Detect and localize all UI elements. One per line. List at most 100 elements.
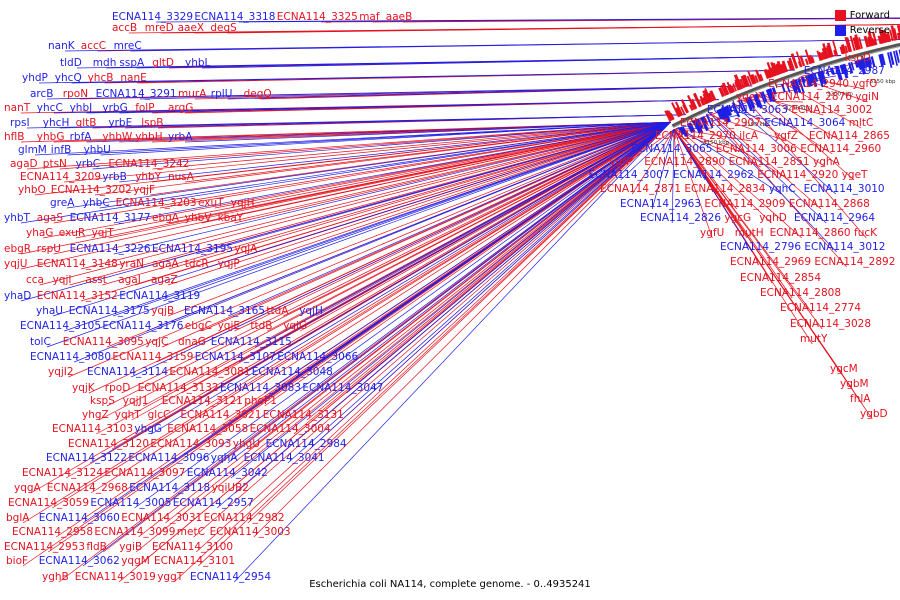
leader-line [227,121,671,464]
leader-line [74,121,671,363]
legend-forward: Forward [834,8,890,23]
leader-line [227,85,753,100]
gene-label: folP [135,102,154,114]
gene-label: agaD [10,158,38,170]
leader-line [139,85,753,100]
gene-label: rbfA [70,131,93,143]
gene-label: ECNA114_3114 [87,366,168,378]
leader-line [66,121,671,209]
leader-line [708,112,827,224]
gene-label: ECNA114_3131 [263,409,344,421]
reverse-feature [728,104,733,113]
gene-label: ECNA114_3059 [8,497,89,509]
leader-line [71,69,795,84]
leader-line [68,121,671,378]
gene-label: metC [177,526,205,538]
gene-label: dnaG [178,336,206,348]
gene-label: ECNA114_2982 [204,512,285,524]
leader-line [90,121,671,464]
leader-line [234,121,671,270]
leader-line [721,106,797,129]
reverse-feature [866,57,872,71]
forward-swatch [834,10,846,21]
gene-label: ECNA114_3065 [631,143,712,155]
reverse-feature [868,56,873,65]
gene-label: yqgM [121,555,150,567]
gene-label: yhcC [37,102,63,114]
leader-line [234,121,671,332]
gene-label: ECNA114_3010 [804,183,885,195]
reverse-feature [854,60,860,68]
gene-label: glmM [18,144,47,156]
gene-label: ECNA114_3060 [39,512,120,524]
gene-label: ygeY [736,91,762,103]
forward-feature [721,82,730,96]
reverse-feature [792,79,798,90]
leader-line [167,121,671,286]
tick-mark [690,118,694,124]
gene-label: ECNA114_2953 [4,541,85,553]
leader-line [20,121,671,270]
leader-line [621,129,675,168]
reverse-feature [830,67,836,76]
forward-feature [754,75,759,83]
reverse-feature [895,50,900,63]
gene-label: ECNA114_2968 [47,482,128,494]
reverse-feature [781,83,786,93]
leader-line [88,121,671,394]
forward-feature [833,49,838,57]
gene-label: ECNA114_2796 [720,241,801,253]
gene-label: ygbD [860,408,888,420]
gene-label: ECNA114_3242 [108,158,189,170]
gene-label: ECNA114_2963 [620,198,701,210]
leader-line [620,129,675,181]
leader-line [86,121,671,143]
forward-feature [763,68,770,80]
reverse-swatch [834,25,846,36]
gene-label: ECNA114_3124 [22,467,103,479]
leader-line [99,121,671,209]
forward-feature [709,90,717,101]
gene-label: gltB [76,117,97,129]
gene-label: ECNA114_3096 [128,452,209,464]
gene-label: ECNA114_3103 [52,423,133,435]
gene-label: exuT [198,197,224,209]
leader-line [98,121,671,421]
leader-line [663,129,675,155]
gene-label: ECNA114_2851 [729,156,810,168]
forward-feature [702,97,707,105]
gene-label: ECNA114_2892 [814,256,895,268]
leader-line [168,121,671,270]
forward-feature [750,74,757,85]
gene-label: accB [112,22,137,34]
forward-feature [730,85,736,93]
leader-line [673,129,713,239]
leader-line [228,121,671,317]
forward-feature [702,89,711,104]
gene-label: ECNA114_2960 [800,143,881,155]
forward-feature [772,62,780,76]
leader-line [121,121,671,394]
gene-label: ECNA114_3002 [791,104,872,116]
reverse-feature [848,62,854,74]
leader-line [692,120,790,181]
leader-line [233,121,671,583]
leader-line [34,121,671,196]
forward-feature [775,63,782,75]
gene-label: ECNA114_3093 [150,438,231,450]
gene-label: lspB [141,117,163,129]
forward-feature-track [664,24,900,122]
forward-feature [720,84,727,96]
leader-line [193,121,671,538]
leader-line [287,121,671,464]
reverse-leader-lines [20,17,900,583]
forward-feature [707,92,714,102]
leader-line [167,121,671,317]
genome-backbone-arc [671,43,900,128]
leader-line [309,121,671,450]
leader-line [92,121,671,170]
reverse-feature [694,119,704,134]
leader-line [253,121,671,538]
tick-label: 3100 kbp [744,122,770,128]
